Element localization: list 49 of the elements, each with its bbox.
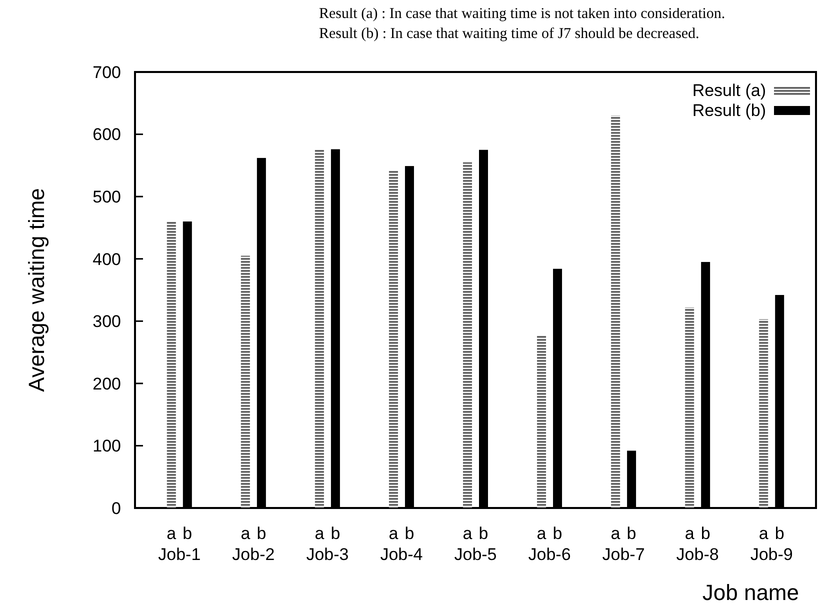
text: a	[462, 524, 473, 543]
text: b	[182, 524, 192, 543]
text: b	[478, 524, 488, 543]
bar	[759, 319, 768, 508]
legend-label: Result (a)	[692, 80, 766, 100]
y-tick-label: 500	[92, 188, 121, 207]
y-axis-title: Average waiting time	[24, 188, 49, 392]
text: b	[330, 524, 340, 543]
text: b	[256, 524, 266, 543]
x-tick-label: Job-3	[306, 545, 349, 564]
bar	[166, 221, 176, 508]
text: a	[240, 524, 251, 543]
bar	[611, 116, 620, 508]
x-tick-label: Job-4	[380, 545, 423, 564]
text: Result (b) : In case that waiting time of J7 should be decreased.	[319, 26, 700, 42]
bar	[463, 162, 472, 508]
text: a	[388, 524, 399, 543]
x-tick-label: Job-1	[158, 545, 201, 564]
text: a	[684, 524, 695, 543]
bar	[314, 150, 324, 508]
y-tick-label: 400	[92, 250, 121, 269]
y-tick-label: 100	[92, 436, 121, 456]
text: b	[700, 524, 710, 543]
bar	[388, 171, 398, 508]
x-tick-label: Job-8	[676, 545, 719, 564]
bar	[240, 256, 250, 508]
text: a	[166, 524, 177, 543]
y-tick-label: 0	[112, 498, 121, 518]
y-tick-label: 700	[92, 62, 121, 82]
y-tick-label: 200	[92, 374, 121, 394]
y-tick-label: 300	[92, 312, 121, 332]
x-tick-label: Job-2	[232, 545, 275, 564]
text: b	[552, 524, 562, 543]
text: b	[626, 524, 636, 543]
y-tick-label: 600	[92, 125, 121, 144]
text: a	[536, 524, 547, 543]
x-tick-label: Job-6	[528, 545, 571, 564]
text: b	[774, 524, 784, 543]
text: a	[610, 524, 621, 543]
text: b	[404, 524, 414, 543]
x-axis-title: Job name	[702, 580, 799, 605]
bar	[537, 335, 546, 508]
x-tick-label: Job-7	[602, 545, 645, 564]
x-tick-label: Job-5	[454, 545, 497, 564]
x-tick-label: Job-9	[750, 545, 793, 564]
text: a	[314, 524, 325, 543]
text: a	[758, 524, 769, 543]
bar	[685, 307, 694, 508]
legend-label: Result (b)	[692, 100, 766, 120]
